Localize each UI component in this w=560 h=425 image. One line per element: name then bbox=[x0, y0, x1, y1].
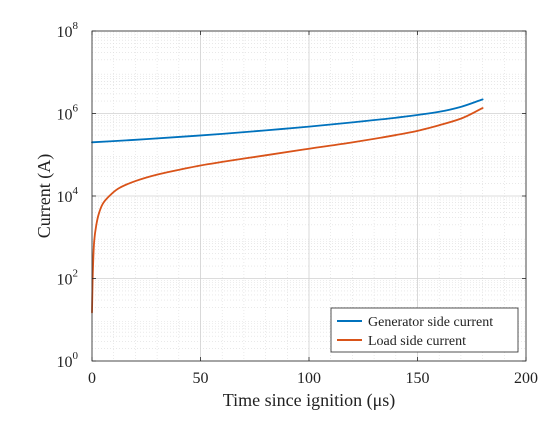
x-tick-label: 0 bbox=[88, 370, 96, 387]
y-tick-label: 106 bbox=[57, 103, 79, 124]
y-tick-label: 102 bbox=[57, 268, 79, 289]
y-tick-labels: 100 102 104 106 108 bbox=[57, 20, 79, 371]
x-tick-label: 200 bbox=[514, 370, 538, 387]
x-tick-labels: 0 50 100 150 200 bbox=[88, 370, 538, 387]
series-line-generator bbox=[91, 98, 484, 144]
y-tick-label: 108 bbox=[57, 20, 79, 41]
tick-marks bbox=[91, 30, 527, 362]
legend-label-load: Load side current bbox=[368, 334, 466, 349]
y-tick-label: 100 bbox=[57, 350, 79, 371]
y-axis-label: Current (A) bbox=[34, 154, 55, 238]
series-lines bbox=[91, 98, 484, 314]
series-line-load bbox=[91, 107, 484, 314]
x-tick-label: 50 bbox=[193, 370, 209, 387]
y-tick-label: 104 bbox=[57, 185, 79, 206]
legend: Generator side current Load side current bbox=[330, 307, 519, 353]
x-axis-label: Time since ignition (μs) bbox=[223, 390, 396, 411]
legend-box bbox=[330, 307, 519, 353]
x-tick-label: 100 bbox=[297, 370, 321, 387]
x-tick-label: 150 bbox=[406, 370, 430, 387]
legend-label-generator: Generator side current bbox=[368, 315, 493, 330]
